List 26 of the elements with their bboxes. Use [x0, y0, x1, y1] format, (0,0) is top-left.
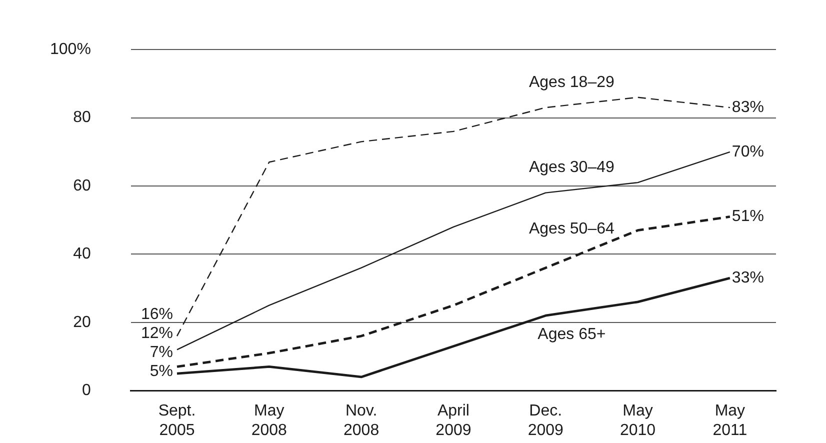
x-tick-label: May 2008 — [251, 402, 288, 439]
data-label: 7% — [150, 344, 173, 361]
x-tick-label: Dec. 2009 — [528, 402, 564, 439]
line-series — [176, 215, 732, 368]
y-tick-label: 60 — [73, 177, 92, 194]
y-tick-label: 20 — [73, 314, 92, 331]
y-tick-label: 80 — [73, 109, 92, 126]
series-label: Ages 65+ — [538, 326, 606, 344]
y-tick-label: 100% — [50, 41, 91, 58]
data-label: 33% — [732, 269, 764, 286]
y-tick-label: 40 — [73, 246, 92, 263]
y-tick-label: 0 — [82, 382, 92, 400]
data-label: 5% — [150, 362, 173, 380]
x-tick-label: Sept. 2005 — [158, 402, 196, 439]
x-tick-label: Nov. 2008 — [344, 402, 380, 439]
series-label: Ages 30–49 — [528, 159, 614, 176]
x-tick-label: May 2011 — [712, 402, 748, 439]
data-label: 83% — [732, 98, 764, 116]
data-label: 16% — [140, 306, 173, 323]
series-label: Ages 50–64 — [528, 220, 614, 238]
series-label: Ages 18–29 — [528, 74, 614, 91]
data-label: 12% — [140, 324, 173, 342]
data-label: 51% — [732, 208, 764, 226]
x-tick-label: May 2010 — [620, 402, 656, 439]
data-label: 70% — [732, 143, 764, 160]
x-tick-label: April 2009 — [436, 402, 472, 439]
